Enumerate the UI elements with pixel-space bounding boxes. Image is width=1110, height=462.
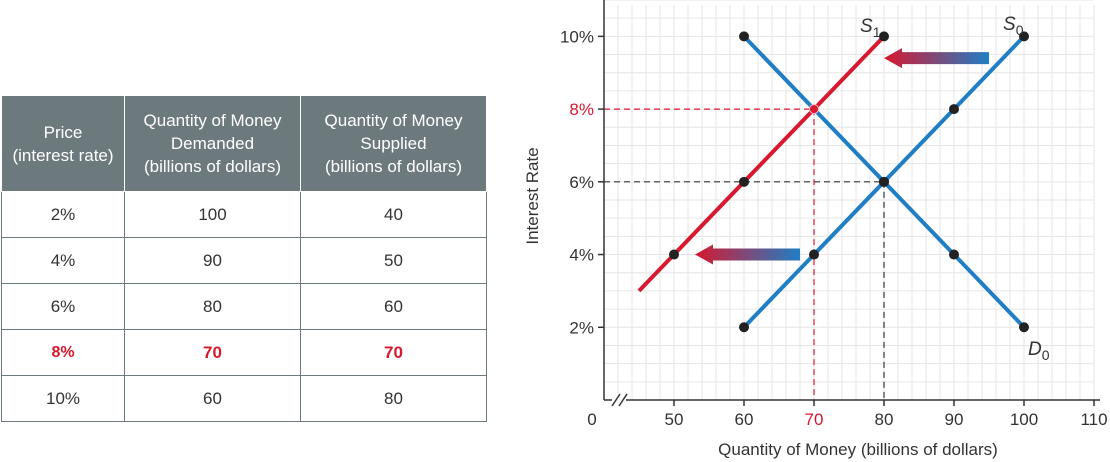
- y-tick-label: 2%: [569, 318, 594, 337]
- series-label-s0: S0: [1003, 14, 1024, 38]
- header-demanded-label: Quantity of Money Demanded (billions of …: [143, 111, 282, 176]
- equilibrium-point: [879, 176, 889, 187]
- shift-arrow: [695, 244, 800, 265]
- table-header-row: Price (interest rate) Quantity of Money …: [1, 95, 487, 192]
- y-tick-label: 10%: [560, 27, 594, 46]
- data-point-s0: [949, 104, 959, 115]
- series-label-s1: S1: [860, 16, 881, 40]
- demanded-cell: 60: [124, 375, 301, 422]
- table-row: 6% 80 60: [1, 283, 487, 330]
- supplied-cell: 40: [300, 191, 487, 238]
- header-supplied-label: Quantity of Money Supplied (billions of …: [324, 111, 463, 176]
- table-row: 10% 60 80: [1, 375, 487, 422]
- chart-series: D0 S0 S1: [637, 14, 1050, 363]
- series-label-d0: D0: [1028, 339, 1050, 363]
- data-point-s0: [1019, 31, 1029, 42]
- supplied-cell: 50: [300, 237, 487, 284]
- axis-break-mark: [618, 393, 628, 407]
- demanded-cell: 90: [124, 237, 301, 284]
- data-point-s0: [739, 322, 749, 333]
- data-point-s1: [669, 249, 679, 260]
- chart-axes: Interest Rate Quantity of Money (billion…: [523, 0, 1108, 459]
- price-cell: 4%: [1, 237, 125, 284]
- x-tick-label: 100: [1010, 410, 1038, 429]
- shift-arrows: [695, 48, 989, 265]
- y-axis-label: Interest Rate: [523, 147, 542, 244]
- x-tick-label: 80: [875, 410, 894, 429]
- price-cell: 2%: [1, 191, 125, 238]
- demanded-cell: 80: [124, 283, 301, 330]
- x-tick-label: 70: [805, 410, 824, 429]
- demanded-cell: 100: [124, 191, 301, 238]
- header-demanded: Quantity of Money Demanded (billions of …: [124, 95, 301, 192]
- supplied-cell: 80: [300, 375, 487, 422]
- price-cell: 6%: [1, 283, 125, 330]
- y-tick-label: 6%: [569, 173, 594, 192]
- x-axis-label: Quantity of Money (billions of dollars): [718, 440, 998, 459]
- table-row: 4% 90 50: [1, 237, 487, 284]
- data-point-d0: [1019, 322, 1029, 333]
- demanded-cell: 70: [124, 329, 301, 376]
- axis-break-gap: [612, 394, 626, 406]
- data-point-d0: [949, 249, 959, 260]
- header-supplied: Quantity of Money Supplied (billions of …: [300, 95, 487, 192]
- axis-break-mark: [611, 393, 621, 407]
- x-tick-label: 110: [1080, 410, 1107, 429]
- x-tick-label: 60: [735, 410, 754, 429]
- money-market-table: Price (interest rate) Quantity of Money …: [1, 95, 487, 422]
- x-origin-label: 0: [587, 410, 596, 429]
- price-cell: 8%: [1, 329, 125, 376]
- table-row-highlighted: 8% 70 70: [1, 329, 487, 376]
- data-point-d0: [739, 31, 749, 42]
- data-point-s1: [879, 31, 889, 42]
- y-tick-label: 4%: [569, 246, 594, 265]
- header-price: Price (interest rate): [1, 95, 125, 192]
- table-row: 2% 100 40: [1, 191, 487, 238]
- data-point-s1: [739, 176, 749, 187]
- x-tick-label: 90: [945, 410, 964, 429]
- header-price-label: Price (interest rate): [12, 122, 114, 165]
- data-point-s0: [809, 249, 819, 260]
- shift-arrow: [884, 48, 989, 69]
- new-equilibrium-point: [809, 104, 819, 115]
- y-tick-label: 8%: [569, 100, 594, 119]
- price-cell: 10%: [1, 375, 125, 422]
- x-tick-label: 50: [665, 410, 684, 429]
- chart-grid: [603, 0, 1095, 401]
